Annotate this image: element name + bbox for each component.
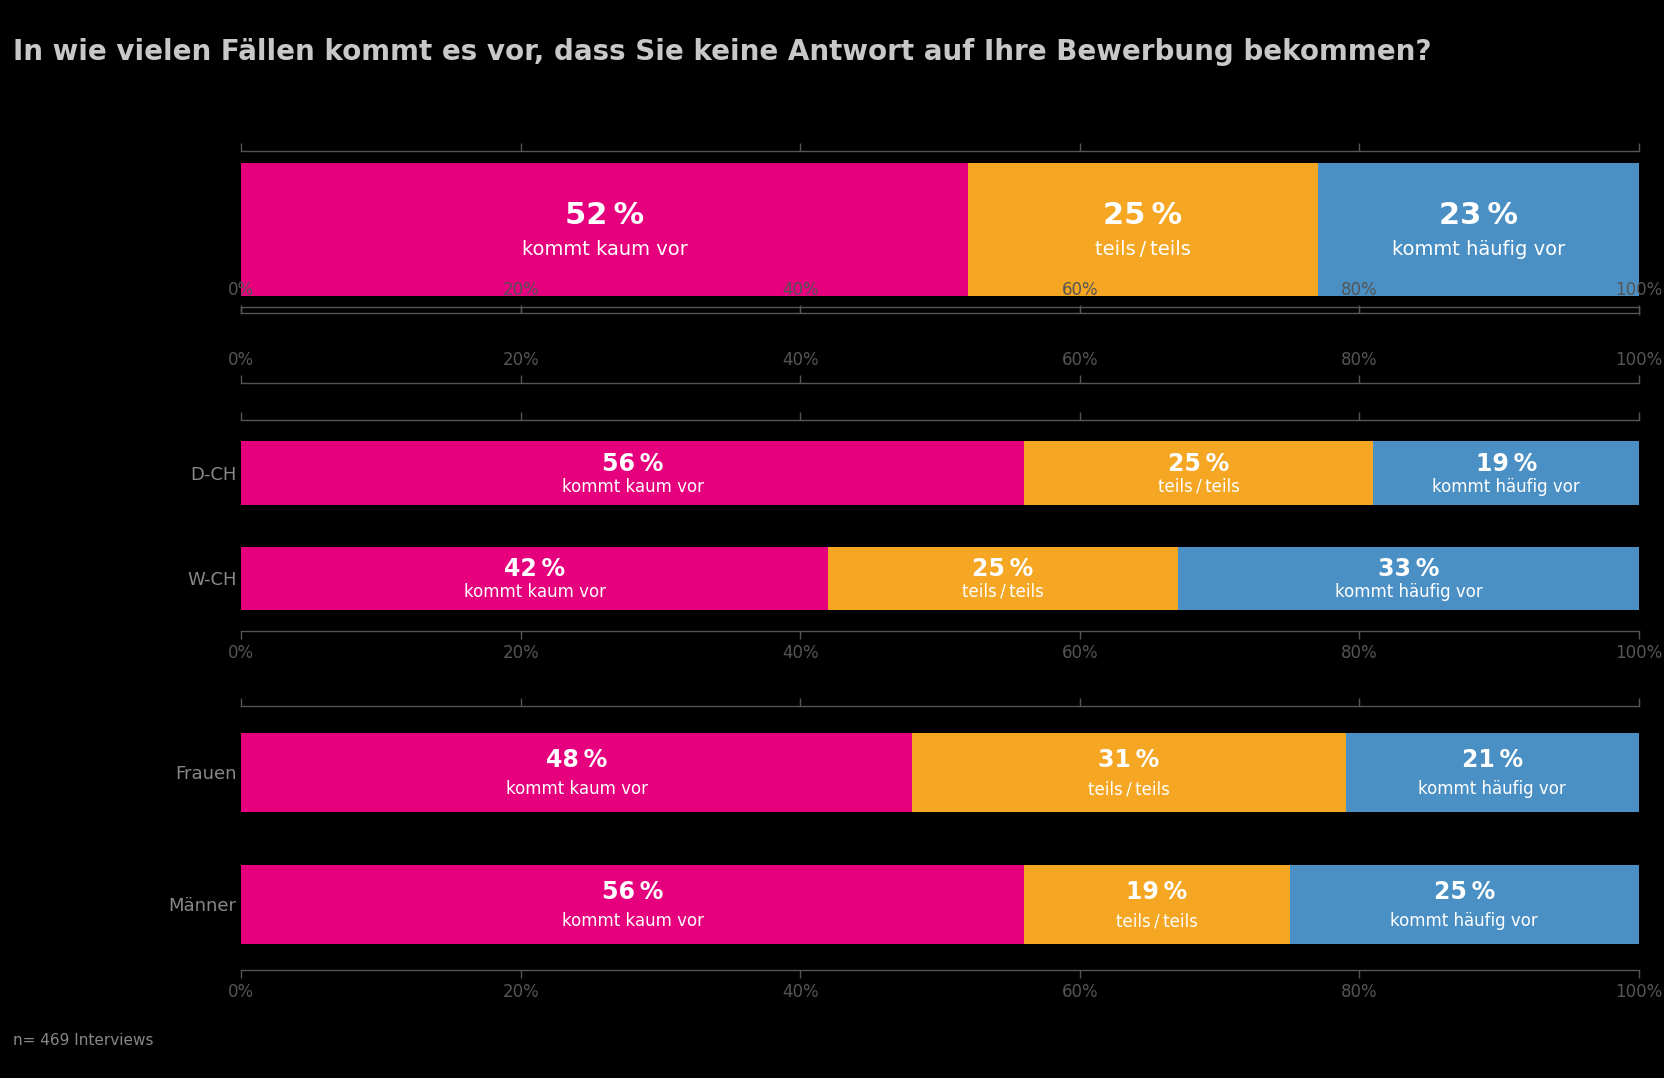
Text: 25 %: 25 % [1434, 881, 1494, 904]
Text: 42 %: 42 % [504, 556, 566, 581]
Text: 31 %: 31 % [1098, 748, 1160, 772]
Text: 21 %: 21 % [1461, 748, 1523, 772]
Bar [1373, 442, 1639, 505]
Text: 23 %: 23 % [1439, 201, 1518, 230]
Text: kommt häufig vor: kommt häufig vor [1335, 583, 1483, 600]
Text: kommt kaum vor: kommt kaum vor [522, 240, 687, 259]
Text: 19 %: 19 % [1476, 452, 1538, 475]
Text: 56 %: 56 % [602, 452, 664, 475]
Text: kommt häufig vor: kommt häufig vor [1391, 912, 1538, 930]
Bar [1290, 865, 1639, 944]
Text: kommt kaum vor: kommt kaum vor [562, 478, 704, 496]
Text: teils / teils: teils / teils [1095, 240, 1191, 259]
Bar [829, 547, 1178, 610]
Text: kommt kaum vor: kommt kaum vor [506, 780, 647, 799]
Text: kommt kaum vor: kommt kaum vor [562, 912, 704, 930]
Bar [1318, 163, 1639, 295]
Bar [1178, 547, 1639, 610]
Text: 25 %: 25 % [972, 556, 1033, 581]
Text: 25 %: 25 % [1168, 452, 1230, 475]
Text: 19 %: 19 % [1127, 881, 1188, 904]
Text: kommt häufig vor: kommt häufig vor [1433, 478, 1581, 496]
Bar [968, 163, 1318, 295]
Text: kommt kaum vor: kommt kaum vor [464, 583, 606, 600]
Text: 56 %: 56 % [602, 881, 664, 904]
Text: 52 %: 52 % [566, 201, 644, 230]
Bar [241, 163, 968, 295]
Text: teils / teils: teils / teils [1088, 780, 1170, 799]
Bar [241, 733, 912, 812]
Text: n= 469 Interviews: n= 469 Interviews [13, 1033, 153, 1048]
Bar [241, 865, 1023, 944]
Text: teils / teils: teils / teils [962, 583, 1043, 600]
Bar [241, 547, 829, 610]
Bar [1346, 733, 1639, 812]
Bar [241, 442, 1023, 505]
Bar [1023, 865, 1290, 944]
Text: teils / teils: teils / teils [1158, 478, 1240, 496]
Text: teils / teils: teils / teils [1117, 912, 1198, 930]
Text: 48 %: 48 % [546, 748, 607, 772]
Bar [1023, 442, 1373, 505]
Text: In wie vielen Fällen kommt es vor, dass Sie keine Antwort auf Ihre Bewerbung bek: In wie vielen Fällen kommt es vor, dass … [13, 38, 1431, 66]
Text: kommt häufig vor: kommt häufig vor [1418, 780, 1566, 799]
Text: kommt häufig vor: kommt häufig vor [1391, 240, 1564, 259]
Bar [912, 733, 1346, 812]
Text: 33 %: 33 % [1378, 556, 1439, 581]
Text: 25 %: 25 % [1103, 201, 1183, 230]
